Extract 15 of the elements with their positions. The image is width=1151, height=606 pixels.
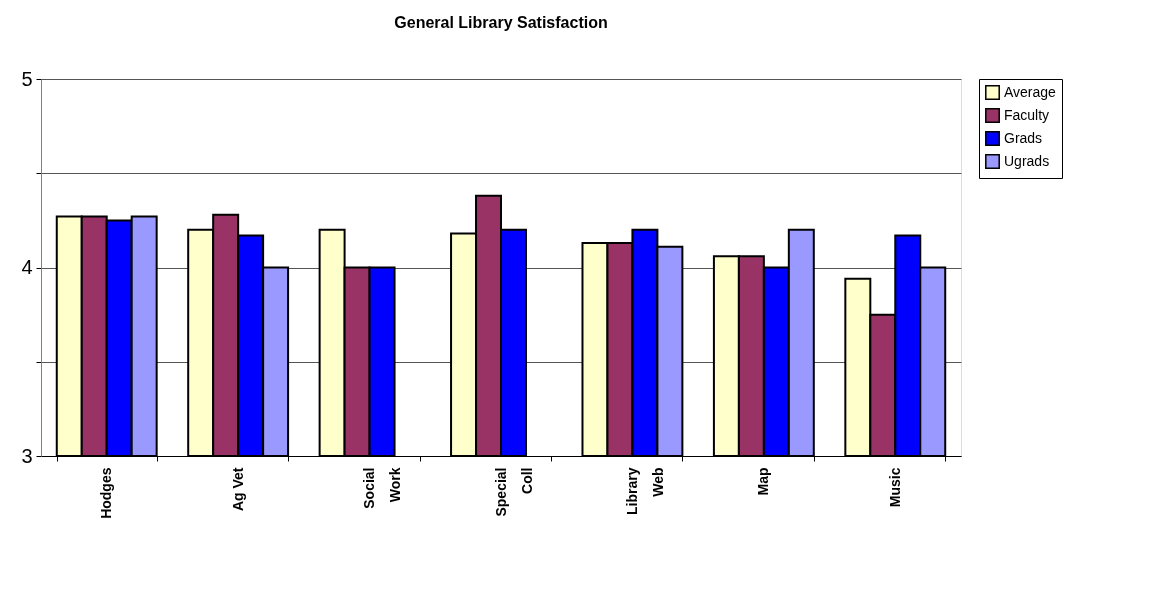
y-tick-label: 4 bbox=[21, 256, 33, 278]
y-tick-label: 5 bbox=[21, 67, 33, 90]
x-tick-label: Social Work bbox=[361, 467, 404, 509]
legend-label: Faculty bbox=[1004, 106, 1050, 123]
legend-label: Grads bbox=[1004, 129, 1043, 146]
x-tick-label: Library Web bbox=[623, 467, 666, 515]
chart-title: General Library Satisfaction bbox=[394, 14, 608, 31]
y-tick-label: 3 bbox=[21, 444, 33, 467]
x-tick-label: Hodges bbox=[98, 467, 115, 519]
x-tick-label: Map bbox=[755, 467, 772, 496]
x-tick-label: Music bbox=[886, 467, 903, 508]
x-tick-label: Ag Vet bbox=[229, 467, 246, 512]
legend-label: Ugrads bbox=[1004, 152, 1050, 169]
x-tick-label: Special Coll bbox=[492, 467, 535, 517]
legend-label: Average bbox=[1004, 83, 1057, 100]
